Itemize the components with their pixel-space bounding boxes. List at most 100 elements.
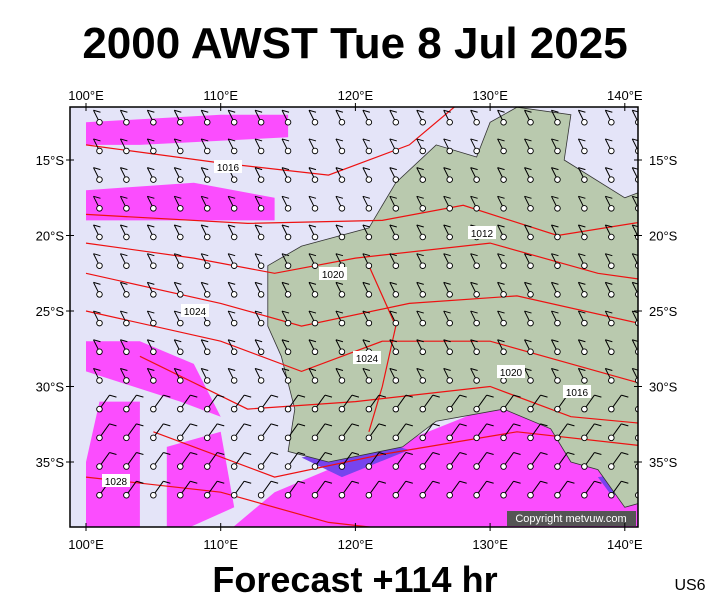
station (177, 348, 184, 356)
wind-barb (524, 310, 532, 314)
wind-barb (497, 253, 505, 257)
station (554, 319, 561, 327)
wind-barb (578, 339, 586, 343)
station (177, 262, 184, 269)
station (473, 262, 480, 269)
station (284, 291, 292, 298)
station (500, 147, 507, 155)
station (230, 434, 238, 442)
station (527, 348, 534, 356)
lon-label: 100°E (68, 88, 104, 103)
station (581, 405, 588, 413)
station (392, 262, 400, 269)
isobar (85, 476, 375, 527)
station (473, 463, 480, 470)
wind-barb (93, 109, 101, 113)
wind-barb (254, 138, 263, 142)
wind-barb (281, 367, 290, 371)
station (527, 319, 534, 327)
station (473, 434, 480, 442)
lat-label: 15°S (36, 153, 65, 168)
isobar-label: 1028 (105, 477, 128, 488)
station (338, 205, 346, 212)
station (500, 405, 507, 413)
wind-barb (120, 310, 128, 314)
station (608, 463, 615, 470)
station (177, 147, 184, 155)
wind-barb (93, 167, 101, 171)
wind-barb (281, 339, 290, 343)
station (500, 463, 507, 470)
wind-barb (335, 339, 344, 343)
wind-barb (389, 310, 397, 314)
isobar-label-group: 1012 (468, 226, 496, 240)
isobar-label-group: 1020 (497, 365, 525, 379)
station (365, 205, 373, 212)
station (446, 319, 453, 327)
wind-barb (524, 224, 532, 228)
wind-barb (486, 394, 494, 398)
station (284, 377, 292, 384)
station (338, 319, 346, 327)
wind-barb (551, 339, 559, 343)
station (608, 377, 615, 384)
wind-barb (174, 339, 182, 343)
wind-barb (201, 367, 209, 371)
wind-barb (147, 281, 155, 285)
station (581, 319, 588, 327)
wind-barb (109, 452, 117, 456)
wind-barb (351, 423, 360, 427)
wind-barb (378, 423, 387, 427)
wind-barb (513, 452, 521, 456)
isobar (85, 310, 638, 384)
wind-barb (443, 138, 451, 142)
wind-barb (605, 310, 613, 314)
lat-label: 25°S (649, 304, 678, 319)
wind-barb (578, 253, 586, 257)
station (581, 463, 588, 470)
wind-barb (324, 452, 333, 456)
wind-barb (254, 339, 263, 343)
wind-barb (470, 310, 478, 314)
station (446, 205, 453, 212)
wind-barb (163, 480, 171, 484)
wind-barb (120, 367, 128, 371)
wind-barb (443, 310, 451, 314)
wind-barb (120, 195, 128, 199)
station (527, 405, 534, 413)
wind-barb (109, 423, 117, 427)
wind-barb (605, 138, 613, 142)
wind-barb (443, 253, 451, 257)
wind-barb (594, 480, 602, 484)
station (284, 319, 292, 327)
wind-barb (389, 138, 397, 142)
station (311, 319, 319, 327)
wind-barb (228, 281, 236, 285)
station (257, 233, 265, 241)
station (554, 348, 561, 356)
station (581, 262, 588, 269)
wind-barb (405, 394, 413, 398)
wind-barb (335, 167, 344, 171)
station (311, 405, 319, 413)
wind-barb (470, 195, 478, 199)
station (230, 233, 238, 241)
wind-barb (270, 394, 279, 398)
station (446, 262, 453, 269)
station (554, 405, 561, 413)
wind-barb (632, 339, 638, 342)
wind-barb (524, 339, 532, 343)
isobar-label-box (102, 474, 130, 487)
station (177, 491, 184, 499)
station (365, 405, 373, 413)
station (608, 176, 615, 183)
wind-barb (174, 224, 182, 228)
station (527, 176, 534, 183)
wind-barb (228, 195, 236, 199)
wind-barb (174, 109, 182, 113)
wind-barb (120, 138, 128, 142)
station (581, 491, 588, 499)
station (123, 118, 130, 126)
station (123, 434, 130, 442)
wind-barb (163, 423, 171, 427)
